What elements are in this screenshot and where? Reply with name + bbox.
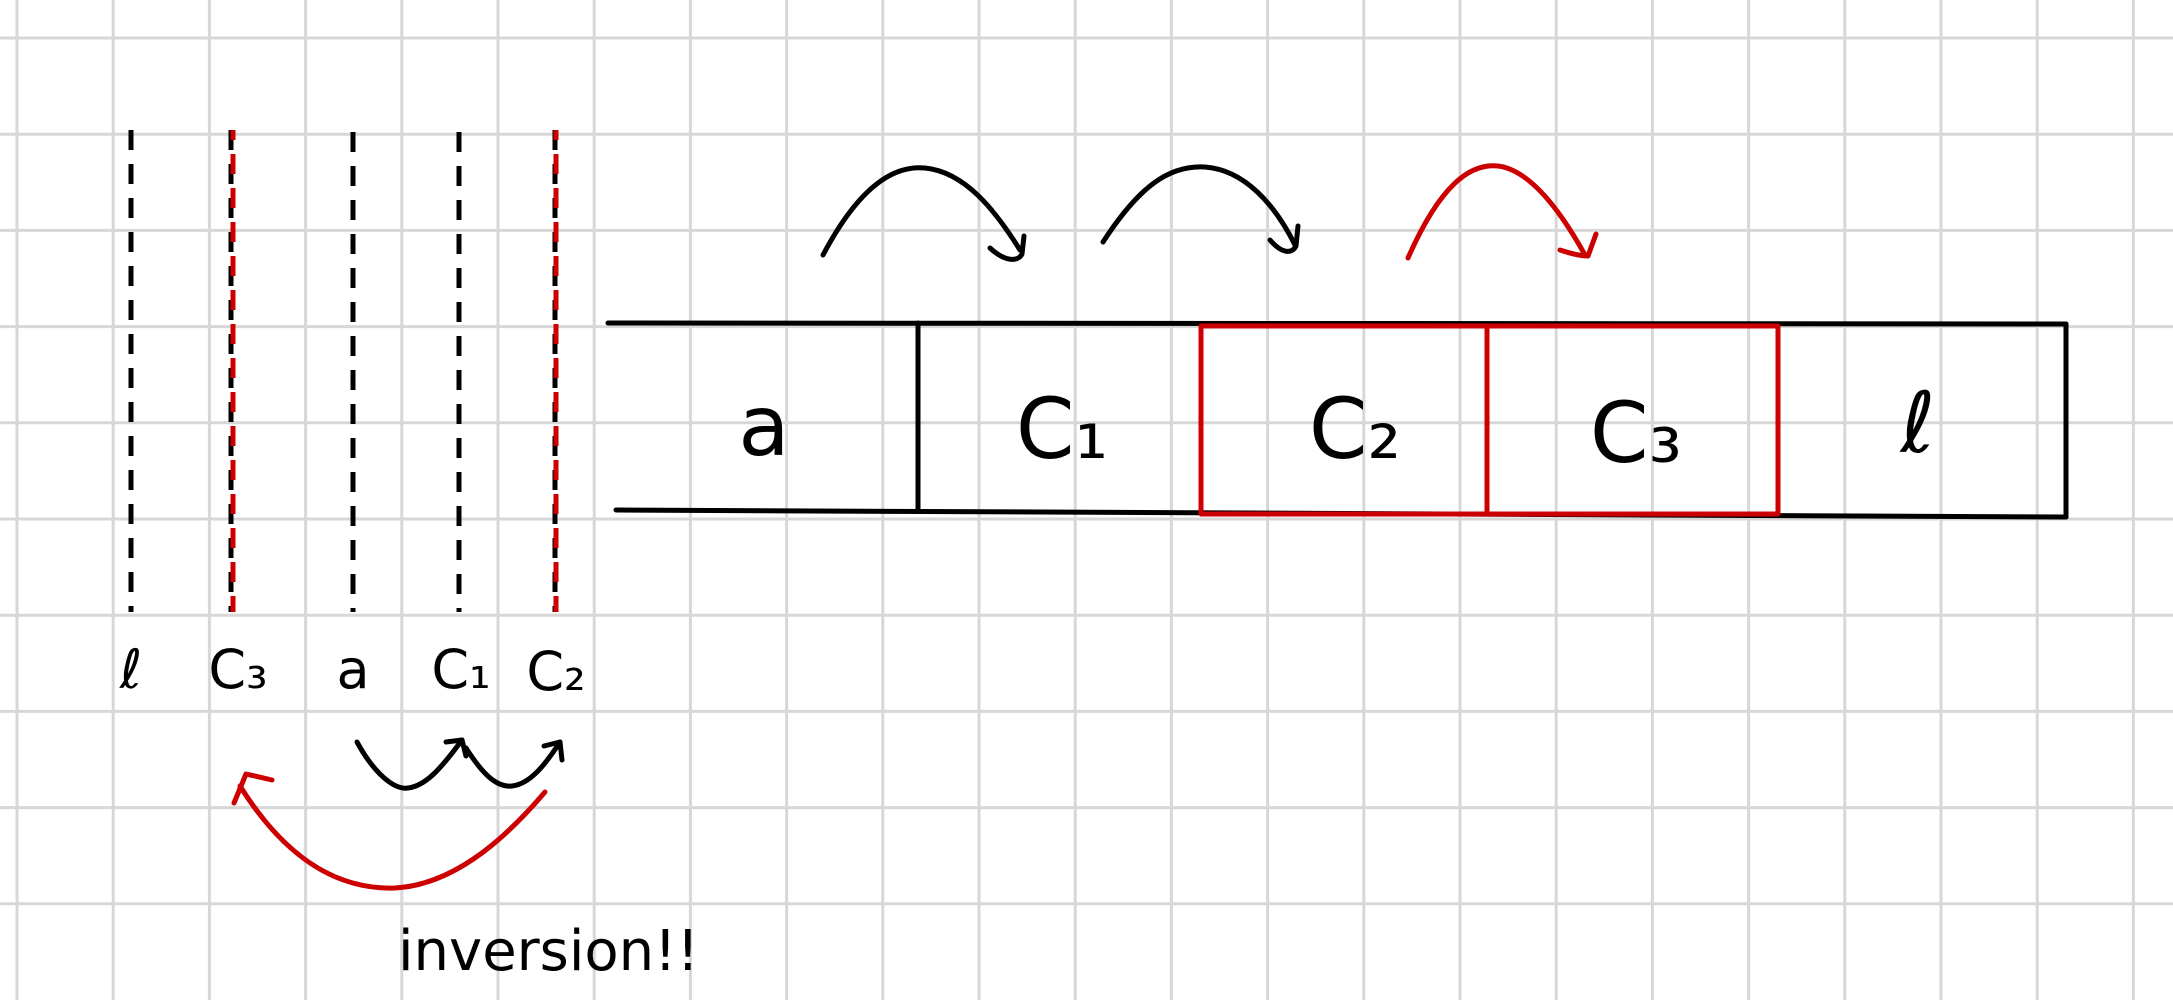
cell-c3-box	[1484, 323, 1781, 517]
arc-a-to-c1	[820, 165, 1023, 258]
swap-arrows	[231, 737, 565, 891]
cell-label-ca: ℓ	[1899, 374, 1936, 472]
arc-c2-to-c3-head	[1557, 231, 1599, 259]
timeline-labels: ℓ C₃ a C₁ C₂	[119, 638, 586, 703]
timeline-label-ca: ℓ	[119, 638, 142, 701]
cell-strip: a C₁ C₂ C₃ ℓ	[605, 320, 2069, 520]
timeline-label-c1: C₁	[431, 638, 490, 701]
arrowhead-c2	[541, 739, 565, 763]
inversion-arrow	[237, 783, 548, 891]
timeline-label-c3: C₃	[208, 638, 267, 701]
order-arrows	[820, 163, 1599, 262]
cell-label-c1: C₁	[1016, 380, 1108, 478]
inversion-note: inversion!!	[398, 919, 699, 984]
arc-a-to-c1-head	[987, 233, 1027, 262]
timelines	[128, 130, 559, 612]
cell-label-c3: C₃	[1590, 384, 1682, 482]
inversion-arrowhead	[231, 771, 275, 806]
arrow-a-to-c1	[354, 737, 465, 791]
timeline-label-c2: C₂	[526, 640, 585, 703]
cell-label-a: a	[738, 377, 789, 475]
arc-c1-to-c2-head	[1267, 223, 1301, 254]
timeline-label-a: a	[336, 638, 369, 701]
arrowhead-c1	[443, 737, 469, 759]
arrow-c1-to-c2	[463, 739, 563, 789]
arc-c1-to-c2	[1100, 164, 1298, 248]
arc-c2-to-c3	[1405, 163, 1588, 261]
cell-label-c2: C₂	[1309, 380, 1401, 478]
